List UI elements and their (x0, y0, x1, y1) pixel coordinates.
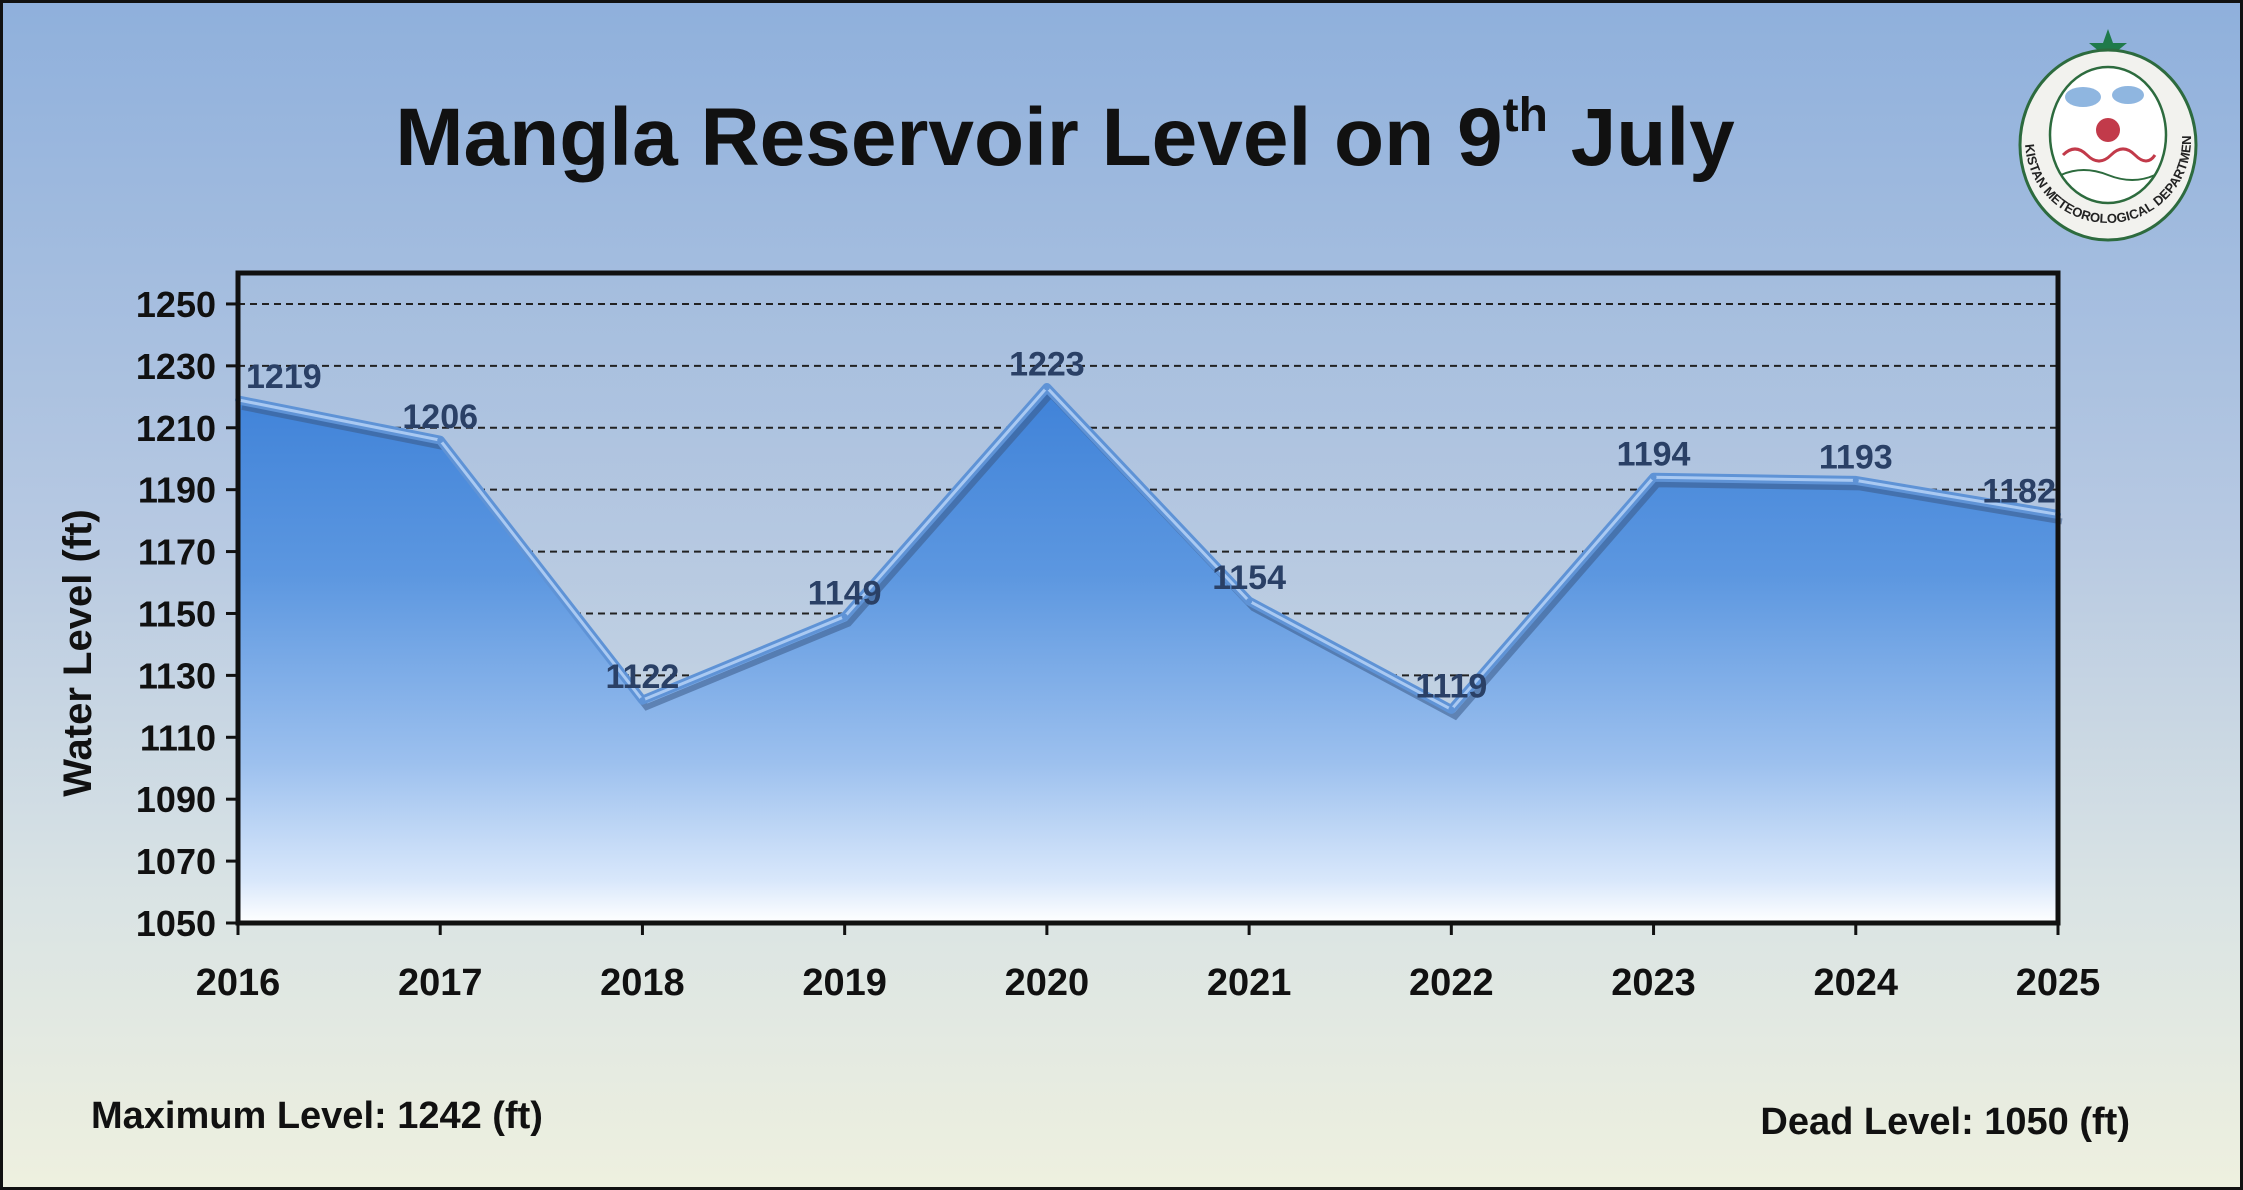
star-icon (2089, 29, 2127, 66)
x-axis-ticks: 2016 2017 2018 2019 2020 2021 2022 2023 2024 2025 (196, 923, 2101, 1004)
data-point (639, 697, 646, 704)
x-tick-label: 2020 (1005, 962, 1090, 1004)
area-series (237, 383, 2063, 923)
data-point (1448, 706, 1455, 713)
data-point (841, 613, 848, 620)
y-tick-label: 1190 (138, 470, 216, 511)
y-tick-label: 1110 (140, 717, 216, 758)
data-label: 1219 (246, 358, 322, 396)
y-tick-label: 1090 (136, 779, 216, 820)
y-axis-ticks: 1050 1070 1090 1110 1130 1150 1170 1190 1210 1230… (136, 284, 238, 944)
data-label: 1119 (1415, 667, 1487, 705)
cloud-icon (2065, 87, 2101, 107)
chart-title-superscript: th (1502, 88, 1548, 142)
data-label: 1194 (1617, 435, 1691, 473)
y-tick-label: 1070 (136, 841, 216, 882)
area-fill (238, 387, 2058, 923)
data-point (437, 437, 444, 444)
plot-border (235, 270, 2061, 926)
y-tick-label: 1170 (138, 532, 216, 573)
x-tick-label: 2023 (1611, 962, 1696, 1004)
y-tick-label: 1250 (136, 284, 216, 325)
data-label: 1206 (402, 398, 478, 436)
data-point (1043, 384, 1050, 391)
y-tick-label: 1150 (138, 593, 216, 634)
x-tick-label: 2022 (1409, 962, 1494, 1004)
pmd-emblem-icon: PAKISTAN METEOROLOGICAL DEPARTMENT (2003, 25, 2198, 242)
dead-level-note: Dead Level: 1050 (ft) (1760, 1101, 2130, 1143)
chart-title: Mangla Reservoir Level on 9th July (3, 88, 2127, 185)
x-tick-label: 2016 (196, 962, 281, 1004)
x-tick-label: 2021 (1207, 962, 1292, 1004)
chart-plot: 1219 1206 1122 1149 1223 1154 1119 1194 1193 1182… (56, 270, 2101, 1004)
data-point (1852, 477, 1859, 484)
thermometer-bulb-icon (2096, 118, 2120, 142)
area-line-highlight (237, 386, 2059, 711)
wave-icon (2061, 147, 2157, 163)
data-label: 1182 (1982, 472, 2056, 510)
water-icon (2060, 169, 2156, 181)
data-label: 1223 (1009, 346, 1085, 384)
chart-title-main: Mangla Reservoir Level on 9 (395, 92, 1503, 183)
data-label: 1154 (1212, 559, 1286, 597)
x-tick-label: 2025 (2016, 962, 2101, 1004)
data-label: 1122 (606, 658, 680, 696)
x-tick-label: 2018 (600, 962, 685, 1004)
y-tick-label: 1210 (136, 408, 216, 449)
chart-title-end: July (1547, 92, 1735, 183)
cloud-icon (2112, 86, 2144, 104)
y-tick-label: 1230 (136, 346, 216, 387)
y-axis-label: Water Level (ft) (56, 509, 100, 796)
x-tick-label: 2017 (398, 962, 483, 1004)
data-point (1650, 474, 1657, 481)
maximum-level-note: Maximum Level: 1242 (ft) (91, 1095, 543, 1137)
data-labels: 1219 1206 1122 1149 1223 1154 1119 1194 1193 1182 (235, 346, 2061, 713)
data-label: 1193 (1819, 438, 1893, 476)
data-point (1246, 598, 1253, 605)
x-tick-label: 2024 (1814, 962, 1899, 1004)
y-tick-label: 1050 (136, 903, 216, 944)
y-tick-label: 1130 (138, 655, 216, 696)
x-tick-label: 2019 (802, 962, 887, 1004)
data-label: 1149 (808, 575, 882, 613)
